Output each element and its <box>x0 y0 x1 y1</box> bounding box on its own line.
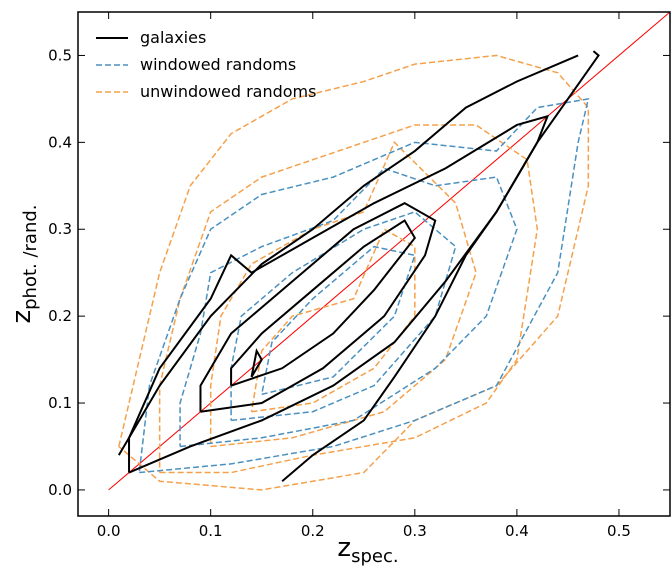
y-tick-label: 0.1 <box>48 394 72 412</box>
contour-line <box>158 124 539 474</box>
legend-label: windowed randoms <box>140 55 296 74</box>
y-tick-label: 0.0 <box>48 481 72 499</box>
x-tick-label: 0.4 <box>505 522 529 540</box>
contour-line <box>117 54 579 456</box>
contour-line <box>138 97 590 474</box>
plot-frame <box>77 11 671 517</box>
x-axis-label: zspec. <box>337 533 398 567</box>
y-tick-label: 0.4 <box>48 133 72 151</box>
contour-line <box>118 54 590 491</box>
contour-line <box>230 211 457 422</box>
x-label-sub: spec. <box>351 546 399 567</box>
legend-label: galaxies <box>140 28 206 47</box>
x-tick-label: 0.3 <box>403 522 427 540</box>
contour-line <box>199 202 437 413</box>
contour-line <box>250 348 263 378</box>
contour-line <box>260 245 416 396</box>
x-tick-label: 0.1 <box>199 522 223 540</box>
y-label-sub: phot. /rand. <box>20 204 41 309</box>
y-tick-label: 0.2 <box>48 307 72 325</box>
x-label-main: z <box>337 533 351 563</box>
contour-line <box>281 50 600 483</box>
x-tick-label: 0.2 <box>301 522 325 540</box>
x-tick-label: 0.0 <box>97 522 121 540</box>
legend-label: unwindowed randoms <box>140 82 316 101</box>
y-axis-label: zphot. /rand. <box>7 204 41 323</box>
x-tick-label: 0.5 <box>607 522 631 540</box>
identity-line <box>108 11 671 491</box>
y-tick-label: 0.3 <box>48 220 72 238</box>
y-label-main: z <box>7 310 37 324</box>
contour-line <box>230 219 417 387</box>
contour-line <box>179 167 518 448</box>
contour-line <box>128 114 550 474</box>
y-tick-label: 0.5 <box>48 46 72 64</box>
contour-line <box>209 141 477 448</box>
